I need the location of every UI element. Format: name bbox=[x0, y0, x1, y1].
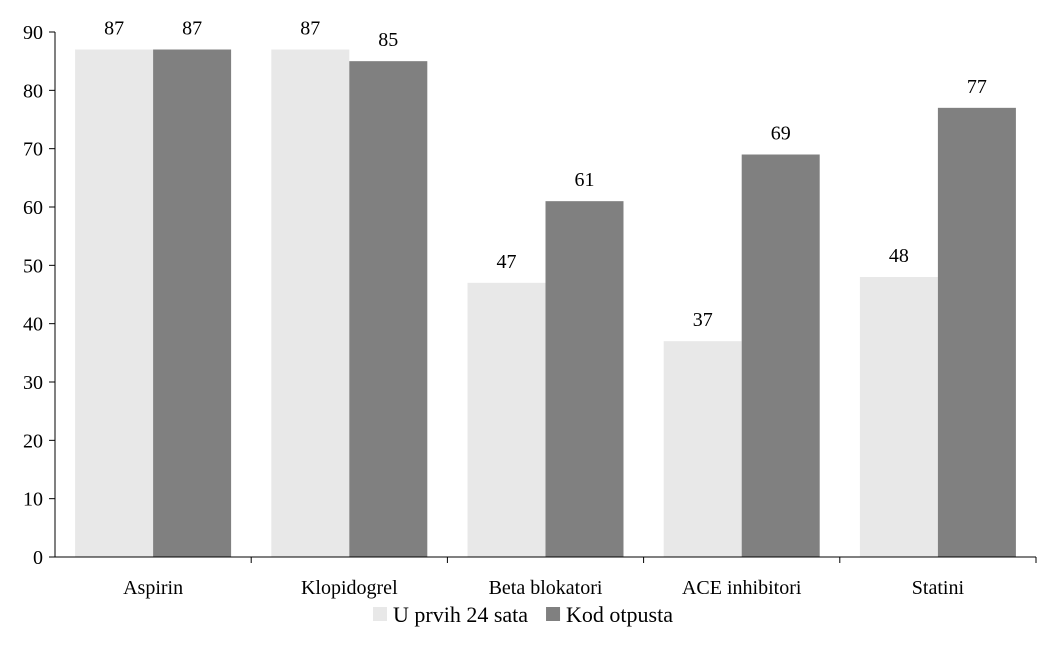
bar-discharge-1 bbox=[349, 61, 428, 558]
data-label: 77 bbox=[967, 76, 987, 98]
x-axis: Aspirin Klopidogrel Beta blokatori ACE inhi… bbox=[55, 556, 1037, 599]
y-tick-label: 80 bbox=[23, 80, 43, 102]
data-label: 48 bbox=[889, 245, 909, 267]
bar-discharge-3 bbox=[741, 154, 820, 557]
x-category-label: ACE inhibitori bbox=[682, 577, 802, 599]
y-tick-label: 20 bbox=[23, 430, 43, 452]
x-category-label: Beta blokatori bbox=[489, 577, 603, 599]
y-tick-label: 50 bbox=[23, 255, 43, 277]
y-tick-label: 30 bbox=[23, 372, 43, 394]
data-label: 87 bbox=[182, 18, 202, 40]
data-label: 61 bbox=[575, 169, 595, 191]
bar-first-24h-0 bbox=[75, 49, 154, 557]
bar-first-24h-4 bbox=[859, 277, 938, 557]
data-label: 69 bbox=[771, 123, 791, 145]
y-tick-label: 70 bbox=[23, 139, 43, 161]
bar-discharge-2 bbox=[545, 201, 624, 557]
bars bbox=[75, 49, 1016, 558]
y-tick-label: 10 bbox=[23, 489, 43, 511]
bar-discharge-4 bbox=[937, 107, 1016, 557]
y-axis: 0 10 20 30 40 50 60 70 80 90 bbox=[23, 22, 56, 569]
data-label: 37 bbox=[693, 309, 713, 331]
bar-first-24h-3 bbox=[663, 341, 742, 557]
data-label: 87 bbox=[300, 18, 320, 40]
y-tick-label: 60 bbox=[23, 197, 43, 219]
y-tick-label: 40 bbox=[23, 314, 43, 336]
legend: U prvih 24 sata Kod otpusta bbox=[373, 602, 673, 627]
legend-swatch bbox=[373, 607, 388, 621]
bar-first-24h-2 bbox=[467, 282, 546, 557]
data-labels: 87 87 87 85 47 61 37 69 48 77 bbox=[104, 18, 987, 332]
data-label: 85 bbox=[378, 29, 398, 51]
legend-label: Kod otpusta bbox=[566, 602, 673, 627]
x-category-label: Aspirin bbox=[123, 577, 183, 599]
y-tick-label: 90 bbox=[23, 22, 43, 44]
data-label: 87 bbox=[104, 18, 124, 40]
legend-label: U prvih 24 sata bbox=[393, 602, 528, 627]
bar-first-24h-1 bbox=[271, 49, 350, 557]
data-label: 47 bbox=[497, 251, 517, 273]
legend-swatch bbox=[546, 607, 561, 621]
x-category-label: Statini bbox=[912, 577, 965, 599]
y-tick-label: 0 bbox=[33, 547, 43, 569]
x-category-label: Klopidogrel bbox=[301, 577, 398, 599]
bar-discharge-0 bbox=[153, 49, 232, 557]
